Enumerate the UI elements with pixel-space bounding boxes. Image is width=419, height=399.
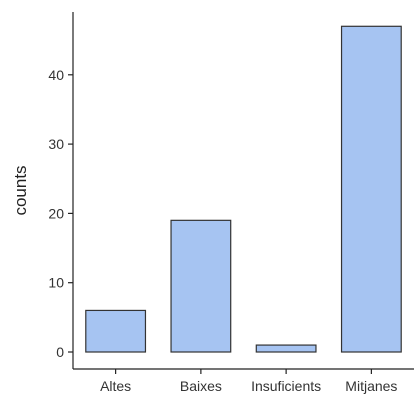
bar-baixes	[170, 219, 232, 353]
bar-insuficients	[255, 344, 317, 353]
y-tick-label: 30	[48, 136, 64, 152]
bars	[85, 25, 402, 353]
y-axis-title: counts	[11, 165, 30, 215]
bar-mitjanes	[340, 25, 402, 353]
y-tick-label: 10	[48, 275, 64, 291]
y-axis-ticks: 0 10 20 30 40	[48, 67, 73, 360]
y-tick-label: 0	[56, 344, 64, 360]
x-tick-label: Baixes	[180, 378, 222, 394]
bar-altes	[85, 309, 147, 353]
x-tick-label: Altes	[100, 378, 131, 394]
x-tick-label: Mitjanes	[345, 378, 397, 394]
y-tick-label: 40	[48, 67, 64, 83]
x-axis-ticks: Altes Baixes Insuficients Mitjanes	[100, 369, 397, 394]
y-tick-label: 20	[48, 205, 64, 221]
x-tick-label: Insuficients	[251, 378, 321, 394]
